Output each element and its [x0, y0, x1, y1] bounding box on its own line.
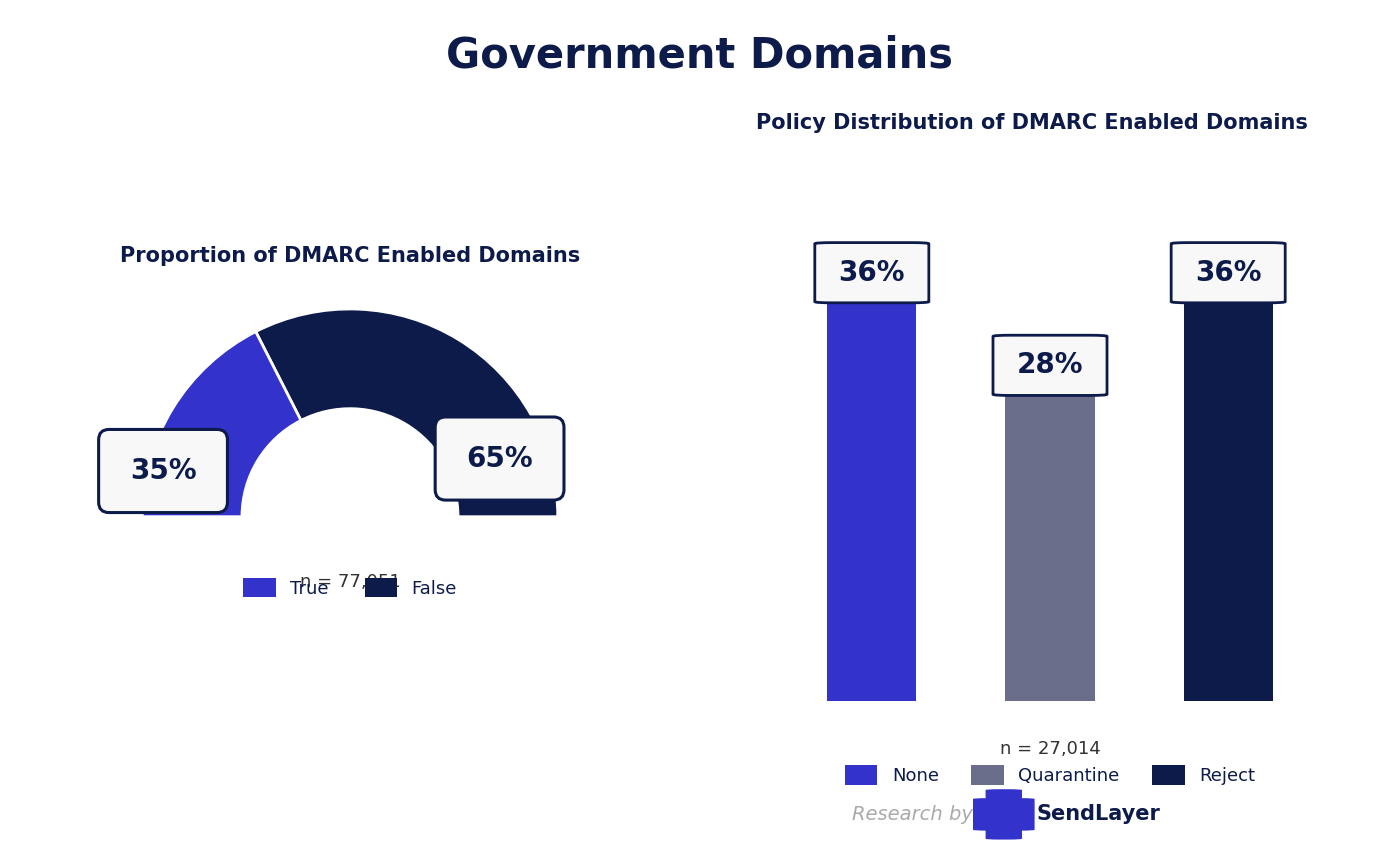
Text: Research by: Research by	[853, 805, 973, 824]
Text: 36%: 36%	[839, 259, 904, 286]
Text: Policy Distribution of DMARC Enabled Domains: Policy Distribution of DMARC Enabled Dom…	[756, 113, 1308, 133]
FancyBboxPatch shape	[986, 789, 1022, 840]
Bar	[827, 284, 917, 701]
Text: 36%: 36%	[1196, 259, 1261, 286]
Text: SendLayer: SendLayer	[1036, 805, 1159, 824]
Text: Government Domains: Government Domains	[447, 34, 953, 77]
Text: 65%: 65%	[466, 445, 533, 473]
Text: n = 77,051: n = 77,051	[300, 573, 400, 591]
FancyBboxPatch shape	[435, 417, 564, 500]
Wedge shape	[143, 332, 301, 516]
Text: 28%: 28%	[1016, 351, 1084, 380]
Text: Proportion of DMARC Enabled Domains: Proportion of DMARC Enabled Domains	[120, 245, 580, 266]
Text: 35%: 35%	[130, 457, 196, 485]
Bar	[1183, 284, 1273, 701]
Legend: True, False: True, False	[235, 570, 465, 604]
FancyBboxPatch shape	[815, 243, 928, 303]
FancyBboxPatch shape	[993, 335, 1107, 395]
Legend: None, Quarantine, Reject: None, Quarantine, Reject	[837, 758, 1263, 792]
FancyBboxPatch shape	[1172, 243, 1285, 303]
FancyBboxPatch shape	[98, 429, 227, 512]
FancyBboxPatch shape	[973, 799, 1009, 831]
FancyBboxPatch shape	[998, 799, 1035, 831]
Wedge shape	[256, 309, 557, 516]
Bar	[1005, 377, 1095, 701]
Text: n = 27,014: n = 27,014	[1000, 740, 1100, 758]
